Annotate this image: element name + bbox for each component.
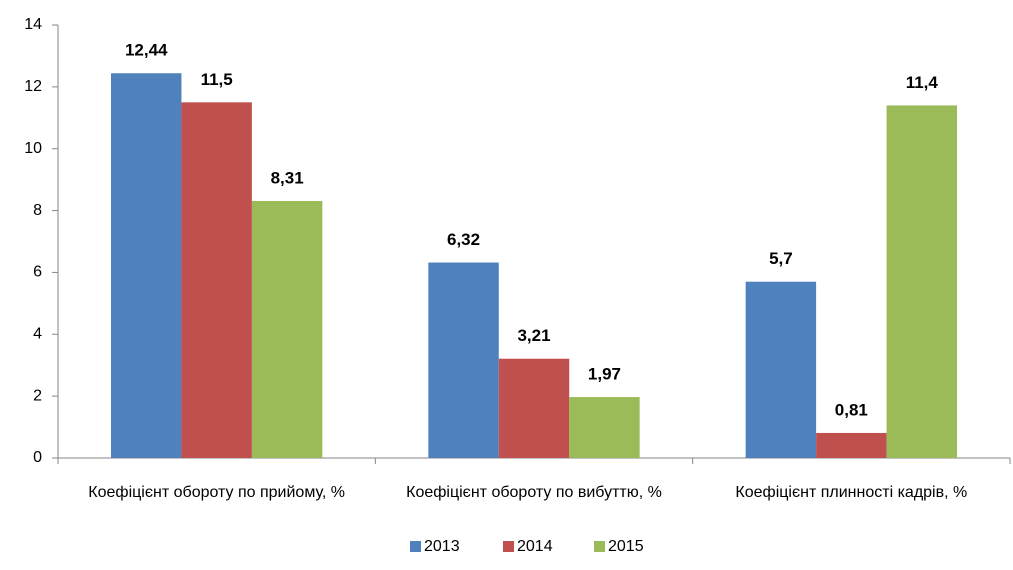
- y-tick-label: 4: [33, 326, 42, 343]
- y-tick-label: 8: [33, 202, 42, 219]
- data-label: 0,81: [835, 400, 868, 419]
- bar: [251, 200, 323, 458]
- legend-label: 2013: [424, 538, 460, 555]
- data-label: 5,7: [769, 249, 793, 268]
- y-tick-label: 2: [33, 387, 42, 404]
- bar: [745, 281, 817, 458]
- data-label: 3,21: [517, 326, 550, 345]
- bar: [110, 73, 182, 459]
- data-label: 6,32: [447, 230, 480, 249]
- x-tick-label: Коефіцієнт плинності кадрів, %: [735, 484, 968, 501]
- bar: [181, 102, 252, 459]
- y-tick-label: 0: [33, 449, 42, 466]
- x-tick-label: Коефіцієнт обороту по прийому, %: [88, 484, 346, 501]
- bar: [886, 105, 958, 459]
- data-label: 1,97: [588, 365, 621, 384]
- data-label: 12,44: [125, 41, 168, 60]
- y-tick-label: 6: [33, 264, 42, 281]
- data-label: 11,4: [906, 73, 939, 92]
- y-tick-label: 14: [24, 16, 42, 33]
- bar: [428, 262, 499, 458]
- legend-swatch: [410, 541, 421, 552]
- x-tick-label: Коефіцієнт обороту по вибуттю, %: [406, 484, 662, 501]
- legend-label: 2015: [608, 538, 644, 555]
- legend-label: 2014: [517, 538, 553, 555]
- bar: [498, 358, 570, 458]
- legend-swatch: [503, 541, 514, 552]
- data-label: 11,5: [201, 70, 233, 89]
- legend-swatch: [594, 541, 605, 552]
- bar: [569, 397, 640, 458]
- bar: [816, 432, 887, 458]
- data-label: 8,31: [271, 168, 304, 187]
- y-tick-label: 12: [24, 78, 42, 95]
- y-tick-label: 10: [24, 140, 42, 157]
